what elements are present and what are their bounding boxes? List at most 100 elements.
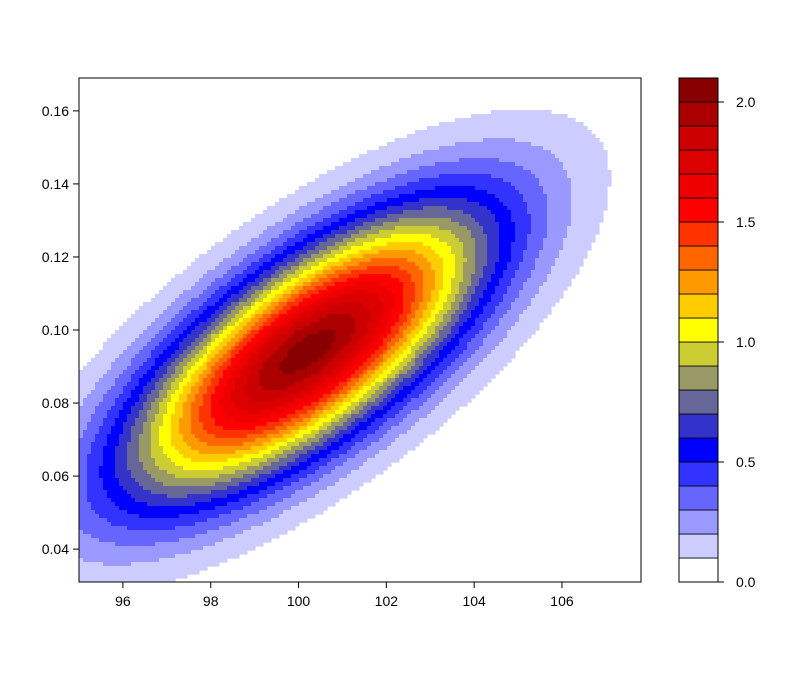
contour-cell-band-18: [323, 366, 336, 371]
contour-cell-band-9: [151, 442, 160, 447]
contour-cell-band-6: [375, 210, 404, 215]
contour-cell-band-3: [171, 318, 184, 323]
contour-cell-band-9: [331, 250, 344, 255]
contour-cell-band-2: [147, 326, 164, 331]
contour-cell-band-5: [103, 458, 116, 463]
contour-cell-band-12: [351, 386, 360, 391]
contour-cell-band-0: [79, 358, 92, 363]
contour-cell-band-0: [79, 342, 104, 347]
contour-cell-band-9: [243, 306, 252, 311]
contour-cell-band-11: [335, 402, 344, 407]
contour-cell-band-4: [327, 454, 340, 459]
contour-cell-band-3: [515, 274, 532, 279]
contour-cell-band-13: [219, 358, 228, 363]
contour-cell-band-8: [283, 450, 296, 455]
contour-cell-band-1: [191, 262, 220, 267]
contour-cell-band-7: [343, 422, 352, 427]
contour-cell-band-1: [191, 550, 248, 555]
contour-cell-band-1: [379, 146, 440, 151]
contour-cell-band-16: [275, 406, 292, 411]
contour-cell-band-11: [315, 270, 324, 275]
contour-cell-band-4: [471, 326, 484, 331]
contour-cell-band-13: [191, 410, 200, 415]
contour-cell-band-11: [359, 386, 364, 391]
contour-cell-band-16: [239, 362, 248, 367]
contour-cell-band-13: [327, 274, 340, 279]
contour-cell-band-2: [391, 426, 412, 431]
contour-cell-band-9: [151, 454, 168, 459]
contour-cell-band-3: [259, 498, 284, 503]
contour-cell-band-10: [167, 454, 184, 459]
contour-cell-band-8: [279, 274, 288, 279]
contour-cell-band-6: [295, 250, 308, 255]
contour-cell-band-18: [287, 386, 308, 391]
contour-cell-band-0: [79, 114, 472, 119]
contour-cell-band-5: [103, 482, 120, 487]
contour-cell-band-3: [255, 250, 272, 255]
contour-cell-band-18: [271, 342, 284, 347]
contour-cell-band-10: [167, 410, 176, 415]
contour-cell-band-16: [383, 302, 396, 307]
contour-cell-band-7: [215, 318, 224, 323]
contour-cell-band-7: [295, 450, 308, 455]
contour-cell-band-11: [183, 386, 192, 391]
contour-cell-band-7: [231, 302, 240, 307]
contour-cell-band-17: [271, 334, 280, 339]
contour-cell-band-12: [235, 334, 244, 339]
contour-cell-band-10: [391, 362, 400, 367]
contour-cell-band-3: [507, 290, 520, 295]
contour-cell-band-6: [303, 246, 316, 251]
contour-cell-band-5: [155, 358, 168, 363]
contour-cell-band-12: [271, 302, 280, 307]
contour-cell-band-16: [379, 298, 396, 303]
contour-cell-band-1: [271, 518, 308, 523]
contour-cell-band-1: [307, 498, 340, 503]
contour-cell-band-2: [307, 202, 332, 207]
contour-cell-band-8: [159, 394, 168, 399]
contour-cell-band-2: [411, 154, 556, 159]
contour-cell-band-2: [295, 490, 320, 495]
contour-cell-band-7: [127, 466, 144, 471]
contour-cell-band-17: [355, 290, 368, 295]
contour-cell-band-1: [263, 522, 300, 527]
contour-cell-band-17: [275, 330, 288, 335]
contour-cell-band-11: [175, 410, 184, 415]
contour-cell-band-5: [119, 414, 128, 419]
contour-cell-band-6: [475, 218, 496, 223]
contour-cell-band-13: [411, 274, 424, 279]
contour-cell-band-2: [131, 342, 148, 347]
contour-cell-band-6: [187, 494, 228, 499]
contour-cell-band-6: [239, 290, 248, 295]
contour-cell-band-8: [263, 286, 272, 291]
contour-cell-band-4: [487, 190, 520, 195]
contour-cell-band-4: [199, 306, 208, 311]
contour-cell-band-6: [415, 370, 424, 375]
contour-cell-band-12: [239, 330, 248, 335]
contour-cell-band-10: [235, 322, 240, 327]
contour-cell-band-12: [315, 274, 328, 279]
contour-cell-band-14: [211, 378, 220, 383]
contour-cell-band-1: [411, 426, 440, 431]
contour-cell-band-2: [79, 430, 84, 435]
contour-cell-band-10: [243, 454, 264, 459]
contour-cell-band-14: [391, 330, 400, 335]
contour-cell-band-2: [443, 382, 460, 387]
contour-cell-band-9: [251, 458, 268, 463]
contour-cell-band-15: [211, 406, 224, 411]
contour-cell-band-5: [183, 330, 192, 335]
contour-cell-band-11: [191, 378, 200, 383]
contour-cell-band-11: [311, 418, 320, 423]
contour-cell-band-1: [223, 538, 272, 543]
contour-cell-band-8: [143, 466, 160, 471]
contour-cell-band-0: [79, 178, 316, 183]
contour-cell-band-7: [355, 226, 372, 231]
contour-cell-band-10: [439, 254, 456, 259]
contour-cell-band-7: [155, 386, 164, 391]
contour-cell-band-8: [219, 474, 244, 479]
contour-cell-band-6: [475, 290, 484, 295]
contour-cell-band-15: [347, 370, 356, 375]
contour-cell-band-4: [99, 514, 140, 519]
contour-cell-band-8: [447, 310, 456, 315]
contour-cell-band-2: [191, 286, 208, 291]
contour-cell-band-11: [271, 298, 280, 303]
